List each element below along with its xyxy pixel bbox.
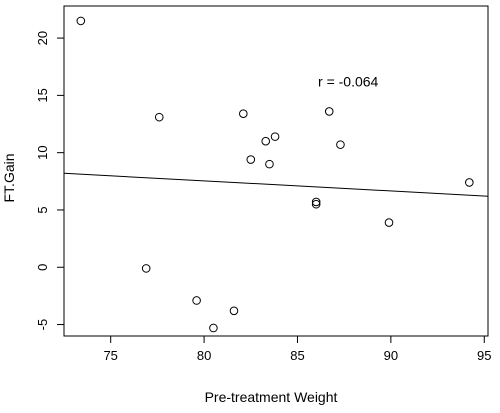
data-point xyxy=(311,197,321,207)
data-point xyxy=(239,109,248,119)
data-points xyxy=(76,16,474,333)
y-tick-label: 5 xyxy=(35,206,50,213)
y-axis-title: FT.Gain xyxy=(1,153,17,202)
data-point xyxy=(209,323,218,333)
y-tick-label: 0 xyxy=(35,264,50,271)
data-point xyxy=(154,112,164,122)
plot-frame xyxy=(63,5,489,337)
data-point xyxy=(270,132,280,141)
x-tick-label: 85 xyxy=(290,348,304,363)
y-axis: -5 0 5 10 15 20 xyxy=(35,31,64,330)
x-tick-label: 75 xyxy=(103,348,117,363)
y-tick-label: 20 xyxy=(35,31,50,45)
data-point xyxy=(465,178,474,187)
data-point xyxy=(261,136,271,146)
x-axis: 75 80 85 90 95 xyxy=(103,336,491,363)
y-tick-label: -5 xyxy=(35,319,50,331)
y-tick-label: 10 xyxy=(35,145,50,159)
data-point xyxy=(141,264,151,273)
x-tick-label: 90 xyxy=(384,348,398,363)
data-point xyxy=(311,199,321,209)
x-tick-label: 80 xyxy=(197,348,211,363)
x-tick-label: 95 xyxy=(477,348,491,363)
regression-line xyxy=(63,172,489,197)
data-point xyxy=(336,140,345,149)
data-point xyxy=(265,159,274,169)
data-point xyxy=(246,155,256,164)
y-tick-label: 15 xyxy=(35,88,50,102)
x-axis-title: Pre-treatment Weight xyxy=(205,389,338,405)
data-point xyxy=(76,16,86,26)
data-point xyxy=(192,296,201,305)
data-point xyxy=(324,107,334,116)
data-point xyxy=(384,218,394,227)
correlation-annotation: r = -0.064 xyxy=(318,74,379,90)
data-point xyxy=(229,306,239,316)
